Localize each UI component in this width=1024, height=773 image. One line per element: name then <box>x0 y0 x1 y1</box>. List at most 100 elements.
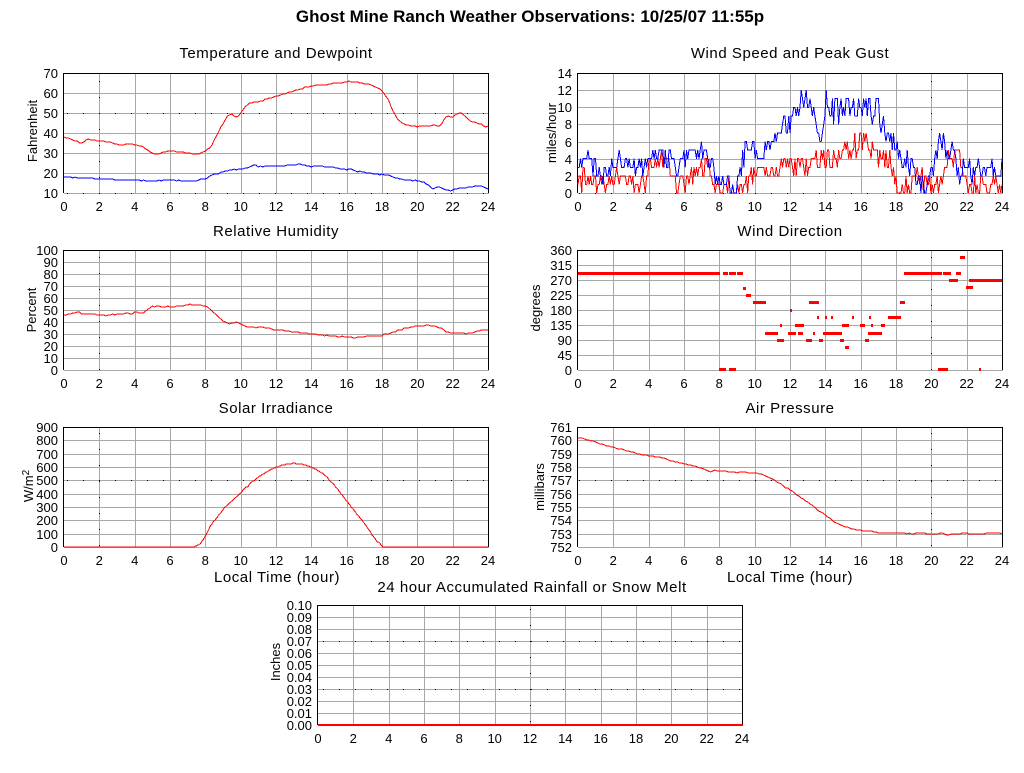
svg-text:10: 10 <box>747 553 761 568</box>
svg-text:6: 6 <box>420 731 427 746</box>
svg-text:22: 22 <box>959 199 973 214</box>
svg-text:0.04: 0.04 <box>287 670 312 685</box>
svg-text:0.09: 0.09 <box>287 610 312 625</box>
svg-text:14: 14 <box>558 66 572 81</box>
svg-text:4: 4 <box>131 199 138 214</box>
svg-text:12: 12 <box>269 376 283 391</box>
svg-text:8: 8 <box>565 117 572 132</box>
svg-text:0.05: 0.05 <box>287 658 312 673</box>
svg-text:Wind Direction: Wind Direction <box>737 223 842 240</box>
svg-text:16: 16 <box>593 731 607 746</box>
svg-text:0: 0 <box>60 199 67 214</box>
svg-text:400: 400 <box>36 487 58 502</box>
svg-text:2: 2 <box>610 553 617 568</box>
svg-text:40: 40 <box>44 126 58 141</box>
svg-text:22: 22 <box>959 553 973 568</box>
svg-text:6: 6 <box>166 376 173 391</box>
svg-text:W/m2: W/m2 <box>21 469 36 502</box>
svg-text:4: 4 <box>565 152 572 167</box>
svg-text:700: 700 <box>36 447 58 462</box>
svg-text:Relative Humidity: Relative Humidity <box>213 223 339 240</box>
svg-text:900: 900 <box>36 420 58 435</box>
svg-text:800: 800 <box>36 433 58 448</box>
svg-text:Wind Speed and Peak Gust: Wind Speed and Peak Gust <box>691 45 890 62</box>
svg-text:757: 757 <box>550 473 572 488</box>
svg-text:8: 8 <box>456 731 463 746</box>
svg-text:18: 18 <box>375 376 389 391</box>
svg-text:22: 22 <box>445 553 459 568</box>
svg-text:10: 10 <box>233 199 247 214</box>
svg-text:Ghost Mine Ranch Weather Obser: Ghost Mine Ranch Weather Observations: 1… <box>296 7 764 26</box>
svg-text:24: 24 <box>735 731 749 746</box>
svg-text:2: 2 <box>565 169 572 184</box>
svg-text:20: 20 <box>44 166 58 181</box>
svg-text:Air Pressure: Air Pressure <box>745 400 834 417</box>
svg-text:14: 14 <box>558 731 572 746</box>
svg-text:14: 14 <box>818 376 832 391</box>
svg-text:0: 0 <box>60 553 67 568</box>
svg-text:10: 10 <box>747 199 761 214</box>
svg-text:miles/hour: miles/hour <box>544 102 559 163</box>
svg-text:22: 22 <box>699 731 713 746</box>
svg-text:0: 0 <box>565 186 572 201</box>
svg-text:10: 10 <box>747 376 761 391</box>
svg-text:8: 8 <box>202 199 209 214</box>
svg-text:Inches: Inches <box>268 642 283 681</box>
svg-text:0.00: 0.00 <box>287 718 312 733</box>
svg-text:16: 16 <box>853 553 867 568</box>
svg-text:10: 10 <box>233 376 247 391</box>
svg-text:600: 600 <box>36 460 58 475</box>
svg-text:8: 8 <box>202 553 209 568</box>
svg-text:16: 16 <box>853 376 867 391</box>
svg-text:225: 225 <box>550 288 572 303</box>
svg-text:90: 90 <box>44 255 58 270</box>
svg-text:753: 753 <box>550 527 572 542</box>
svg-text:24: 24 <box>481 376 495 391</box>
svg-text:6: 6 <box>680 376 687 391</box>
svg-text:24: 24 <box>995 553 1009 568</box>
svg-text:20: 20 <box>924 376 938 391</box>
svg-text:45: 45 <box>558 348 572 363</box>
svg-text:6: 6 <box>680 199 687 214</box>
svg-text:20: 20 <box>44 339 58 354</box>
svg-text:0: 0 <box>60 376 67 391</box>
svg-text:50: 50 <box>44 303 58 318</box>
svg-text:24 hour Accumulated Rainfall o: 24 hour Accumulated Rainfall or Snow Mel… <box>377 579 687 596</box>
svg-text:0: 0 <box>314 731 321 746</box>
svg-text:4: 4 <box>131 376 138 391</box>
svg-text:180: 180 <box>550 303 572 318</box>
svg-text:24: 24 <box>481 553 495 568</box>
svg-text:754: 754 <box>550 513 572 528</box>
svg-text:14: 14 <box>304 199 318 214</box>
svg-text:40: 40 <box>44 315 58 330</box>
svg-text:6: 6 <box>166 199 173 214</box>
svg-text:752: 752 <box>550 540 572 555</box>
svg-text:761: 761 <box>550 420 572 435</box>
svg-text:70: 70 <box>44 66 58 81</box>
svg-text:18: 18 <box>629 731 643 746</box>
svg-text:8: 8 <box>716 376 723 391</box>
svg-text:14: 14 <box>818 199 832 214</box>
svg-text:14: 14 <box>818 553 832 568</box>
svg-text:18: 18 <box>375 199 389 214</box>
svg-text:16: 16 <box>853 199 867 214</box>
svg-text:0: 0 <box>574 553 581 568</box>
svg-text:10: 10 <box>233 553 247 568</box>
svg-text:12: 12 <box>269 199 283 214</box>
svg-text:24: 24 <box>481 199 495 214</box>
svg-text:22: 22 <box>959 376 973 391</box>
svg-text:70: 70 <box>44 279 58 294</box>
svg-text:100: 100 <box>36 527 58 542</box>
svg-text:500: 500 <box>36 473 58 488</box>
svg-text:0.10: 0.10 <box>287 598 312 613</box>
svg-text:18: 18 <box>375 553 389 568</box>
svg-text:18: 18 <box>889 553 903 568</box>
svg-text:degrees: degrees <box>528 284 543 331</box>
svg-text:2: 2 <box>610 376 617 391</box>
svg-text:8: 8 <box>716 553 723 568</box>
svg-text:18: 18 <box>889 199 903 214</box>
svg-text:20: 20 <box>924 553 938 568</box>
svg-text:12: 12 <box>783 199 797 214</box>
svg-text:200: 200 <box>36 513 58 528</box>
svg-text:Fahrenheit: Fahrenheit <box>25 100 40 163</box>
